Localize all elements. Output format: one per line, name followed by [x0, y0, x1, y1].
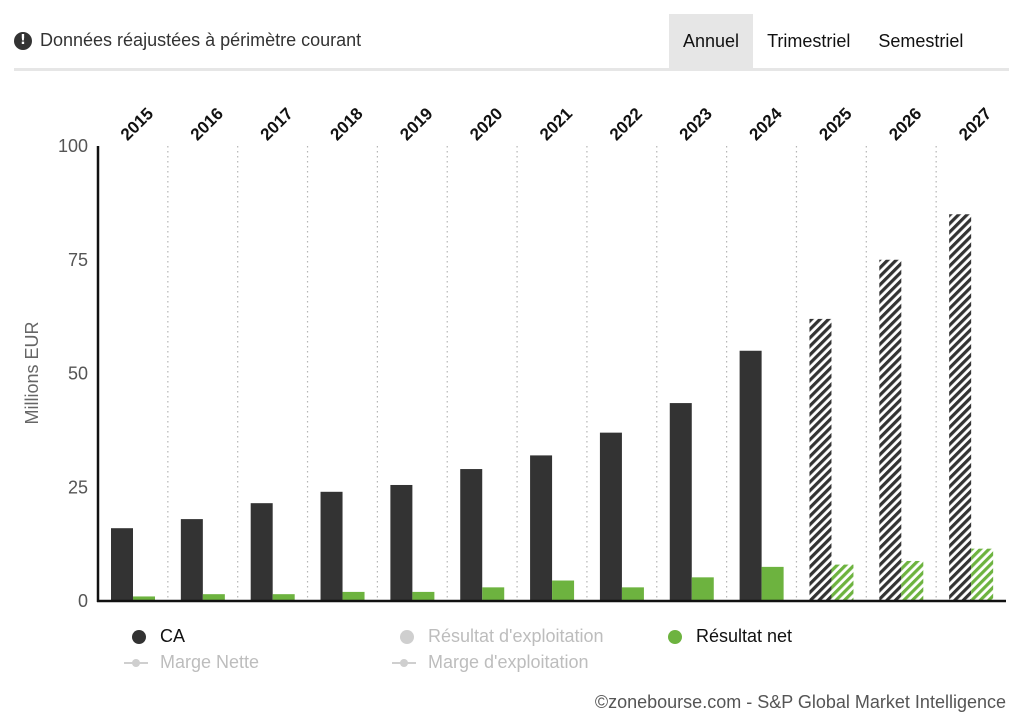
y-tick-label-0: 0: [78, 591, 88, 611]
info-icon: !: [14, 31, 32, 50]
bar-resultat-net-2026: [901, 560, 924, 601]
bar-resultat-net-2020: [482, 587, 505, 601]
legend-marge-nette-label: Marge Nette: [160, 652, 260, 672]
y-tick-label-50: 50: [68, 364, 88, 384]
x-tick-label-2025: 2025: [815, 104, 855, 144]
chart-header: ! Données réajustées à périmètre courant…: [0, 0, 1024, 72]
legend-marge-exploitation-marker: [392, 656, 416, 670]
bar-ca-2024: [739, 350, 762, 601]
legend-resultat-net[interactable]: Résultat net: [668, 626, 792, 647]
bar-ca-2019: [390, 484, 413, 601]
bar-ca-2018: [320, 491, 343, 601]
legend-resultat-exploitation-marker: [400, 629, 414, 644]
bar-ca-2020: [460, 469, 483, 601]
bar-ca-2025: [809, 318, 832, 601]
x-tick-label-2027: 2027: [955, 104, 995, 144]
tab-annuel[interactable]: Annuel: [669, 14, 754, 68]
legend-marge-exploitation[interactable]: Marge d'exploitation: [392, 652, 589, 673]
bar-resultat-net-2018: [342, 591, 365, 601]
source-credit: ©zonebourse.com - S&P Global Market Inte…: [594, 692, 1006, 712]
x-tick-label-2026: 2026: [885, 104, 925, 144]
x-tick-label-2016: 2016: [187, 104, 227, 144]
y-tick-label-75: 75: [68, 250, 88, 270]
y-axis-title: Millions EUR: [22, 321, 42, 424]
bar-ca-2017: [250, 503, 273, 601]
legend-marge-exploitation-label: Marge d'exploitation: [428, 652, 589, 672]
tab-trimestriel[interactable]: Trimestriel: [767, 30, 851, 51]
notice-text: Données réajustées à périmètre courant: [40, 30, 362, 50]
bar-ca-2026: [879, 259, 902, 601]
bar-resultat-net-2024: [761, 566, 784, 601]
bar-resultat-net-2025: [831, 564, 854, 601]
legend-ca[interactable]: CA: [132, 626, 185, 647]
bar-resultat-net-2022: [621, 587, 644, 601]
legend-resultat-exploitation-label: Résultat d'exploitation: [428, 626, 604, 646]
bar-resultat-net-2023: [691, 577, 714, 601]
bar-resultat-net-2027: [971, 548, 994, 601]
x-tick-label-2021: 2021: [536, 104, 576, 144]
bar-ca-2015: [111, 528, 133, 601]
x-tick-label-2023: 2023: [676, 104, 716, 144]
bar-ca-2023: [669, 403, 692, 601]
legend-marge-nette[interactable]: Marge Nette: [124, 652, 259, 673]
adjusted-data-notice: ! Données réajustées à périmètre courant: [14, 30, 361, 51]
bar-resultat-net-2016: [202, 594, 225, 601]
legend-ca-marker: [132, 629, 146, 644]
legend-resultat-net-marker: [668, 629, 682, 644]
y-tick-label-100: 100: [58, 136, 88, 156]
x-tick-label-2020: 2020: [466, 104, 506, 144]
x-tick-label-2024: 2024: [746, 104, 787, 145]
bar-ca-2022: [599, 432, 622, 601]
tabs-divider: [669, 68, 1009, 71]
x-tick-label-2017: 2017: [257, 104, 297, 144]
bar-ca-2016: [180, 519, 203, 601]
x-tick-label-2018: 2018: [326, 104, 366, 144]
bar-ca-2021: [530, 455, 553, 601]
x-tick-label-2022: 2022: [606, 104, 646, 144]
bar-resultat-net-2019: [412, 591, 435, 601]
legend-resultat-exploitation[interactable]: Résultat d'exploitation: [400, 626, 604, 647]
bar-resultat-net-2021: [552, 580, 575, 601]
x-tick-label-2015: 2015: [117, 104, 157, 144]
x-tick-label-2019: 2019: [396, 104, 436, 144]
y-tick-label-25: 25: [68, 477, 88, 497]
bar-resultat-net-2017: [272, 594, 295, 601]
bar-resultat-net-2015: [133, 596, 155, 601]
header-divider: [14, 68, 669, 71]
legend-ca-label: CA: [160, 626, 186, 646]
bar-ca-2027: [949, 214, 972, 601]
tab-semestriel[interactable]: Semestriel: [878, 30, 964, 51]
period-tabs: Annuel Trimestriel Semestriel: [669, 14, 977, 68]
legend-marge-nette-marker: [124, 656, 148, 670]
legend-resultat-net-label: Résultat net: [696, 626, 793, 646]
